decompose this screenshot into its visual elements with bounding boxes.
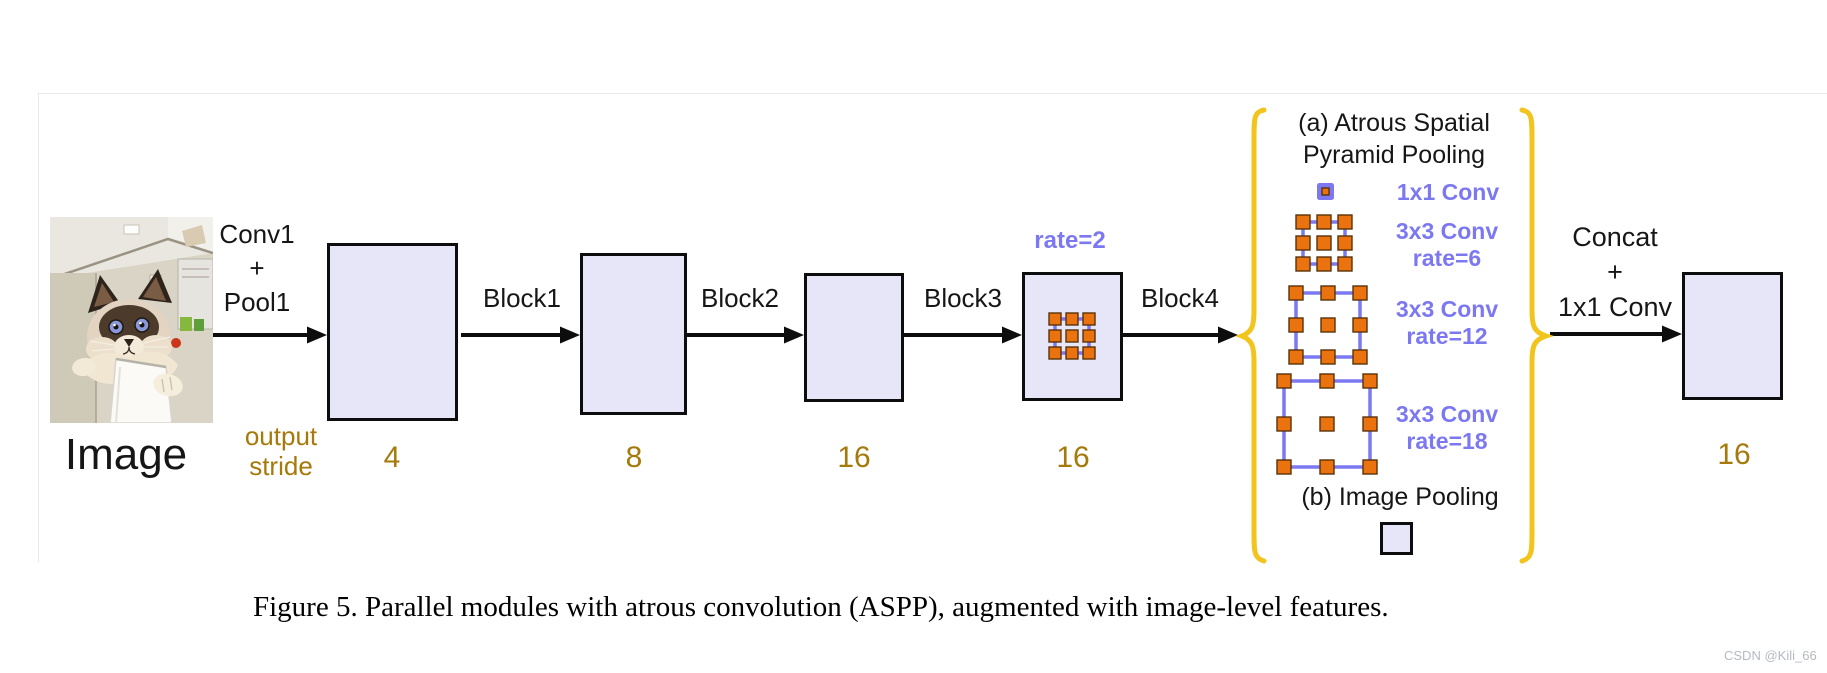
flow-arrow — [1550, 325, 1682, 343]
block3-arrow-label: Block3 — [923, 283, 1003, 313]
atrous-rate18-icon — [1276, 373, 1378, 475]
aspp-branch-1x1-label: 1x1 Conv — [1396, 179, 1500, 205]
panel-left-border — [38, 93, 39, 562]
block2-arrow-label: Block2 — [700, 283, 780, 313]
image-pooling-label: (b) Image Pooling — [1301, 483, 1499, 511]
stride-value-8: 8 — [625, 441, 643, 474]
aspp-title-line1: (a) Atrous Spatial — [1298, 109, 1490, 137]
image-label: Image — [64, 430, 188, 479]
stem-label: Conv1 + Pool1 — [219, 217, 294, 319]
feature-map-block1 — [580, 253, 687, 415]
rate-label: rate=2 — [1034, 227, 1106, 254]
concat-label-line1: Concat — [1572, 222, 1658, 252]
output-stride-line2: stride — [249, 451, 313, 481]
aspp-title-line2: Pyramid Pooling — [1302, 141, 1486, 169]
stride-value-16b: 16 — [1056, 441, 1090, 474]
aspp-branch-rate6-label: 3x3 Conv rate=6 — [1395, 218, 1499, 271]
aspp-branch-rate12-label: 3x3 Conv rate=12 — [1395, 296, 1499, 349]
flow-arrow — [687, 326, 804, 344]
aspp-left-brace — [1235, 107, 1267, 564]
aspp-right-brace — [1519, 107, 1554, 564]
aspp-branch-rate18-label: 3x3 Conv rate=18 — [1395, 401, 1499, 454]
block1-arrow-label: Block1 — [482, 283, 562, 313]
flow-arrow — [1123, 326, 1238, 344]
feature-map-block3 — [1022, 272, 1123, 401]
flow-arrow — [904, 326, 1022, 344]
output-stride-line1: output — [244, 421, 318, 451]
flow-arrow — [461, 326, 580, 344]
concat-label: Concat + 1x1 Conv — [1558, 220, 1672, 325]
watermark: CSDN @Kili_66 — [1724, 648, 1817, 663]
cat-photo — [50, 217, 213, 423]
atrous-rate12-icon — [1288, 285, 1368, 365]
concat-label-line2: + — [1607, 257, 1623, 287]
block4-arrow-label: Block4 — [1140, 283, 1220, 313]
stride-value-16a: 16 — [837, 441, 871, 474]
output-stride-label: output stride — [245, 421, 317, 481]
stride-value-4: 4 — [383, 441, 401, 474]
stem-label-line2: + — [249, 253, 265, 283]
image-pooling-box — [1380, 522, 1413, 555]
feature-map-block2 — [804, 273, 904, 402]
atrous-rate6-icon — [1295, 214, 1353, 272]
aspp-title: (a) Atrous Spatial Pyramid Pooling — [1298, 107, 1490, 171]
feature-map-output — [1682, 272, 1783, 400]
stride-value-16-out: 16 — [1717, 438, 1751, 471]
panel-top-border — [38, 93, 1827, 94]
flow-arrow — [213, 326, 327, 344]
feature-map-stem — [327, 243, 458, 421]
stem-label-line1: Conv1 — [219, 219, 295, 249]
concat-label-line3: 1x1 Conv — [1557, 292, 1673, 322]
figure-caption: Figure 5. Parallel modules with atrous c… — [253, 591, 1389, 623]
stem-label-line3: Pool1 — [223, 287, 291, 317]
conv-1x1-icon — [1317, 183, 1334, 200]
